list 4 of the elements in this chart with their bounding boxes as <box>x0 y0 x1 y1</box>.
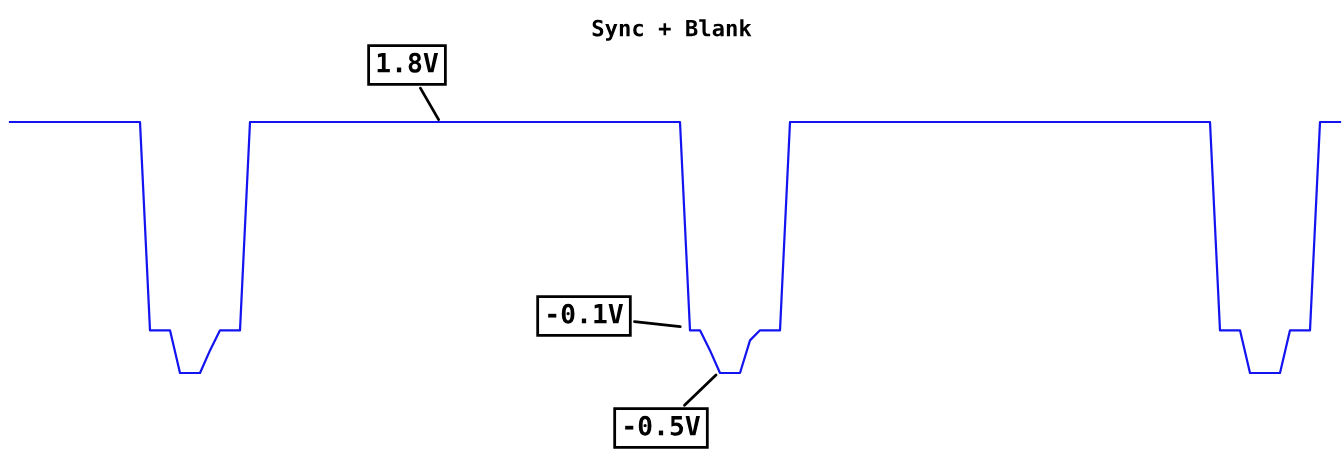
text: 1.8V <box>377 52 439 73</box>
chart-title: Sync + Blank <box>592 19 752 41</box>
annotation: -0.1V <box>548 303 623 324</box>
text: -0.5V <box>625 415 700 436</box>
